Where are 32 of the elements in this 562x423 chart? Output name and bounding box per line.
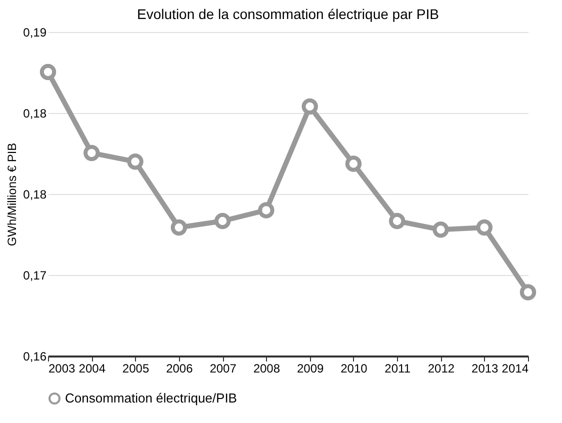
point [40,64,56,80]
point [345,156,362,172]
y-tick-label: 0,19 [23,26,47,40]
x-tick-label: 2008 [253,362,280,376]
x-tick-label: 2011 [384,362,411,376]
point [476,219,492,236]
x-tick-label: 2010 [340,362,368,376]
x-tick-label: 2009 [296,362,324,376]
point [520,284,536,300]
x-tick-label: 2005 [122,362,150,376]
x-tick-label: 2004 [78,362,106,376]
point [302,98,318,115]
x-tick-label: 2007 [210,362,237,376]
y-tick-label: 0,17 [23,268,47,282]
y-tick-label: 0,18 [23,106,47,120]
x-tick-label: 2013 [472,362,499,376]
point [84,144,100,162]
y-tick-label: 0,18 [23,188,47,202]
x-tick-label: 2003 [48,362,76,376]
chart-title: Evolution de la consommation électrique par PIB [137,6,439,22]
legend-label: Consommation électrique/PIB [65,390,237,406]
x-tick-label: 2014 [502,362,529,376]
y-tick-label: 0,16 [23,350,47,364]
point [127,153,144,170]
x-tick-label: 2012 [428,362,455,376]
x-tick-label: 2006 [166,362,194,376]
point [214,212,231,230]
point [258,202,274,218]
point [170,219,188,236]
point [388,212,406,230]
y-axis-title: GWh/Millions € PIB [5,142,20,246]
point [432,222,449,238]
